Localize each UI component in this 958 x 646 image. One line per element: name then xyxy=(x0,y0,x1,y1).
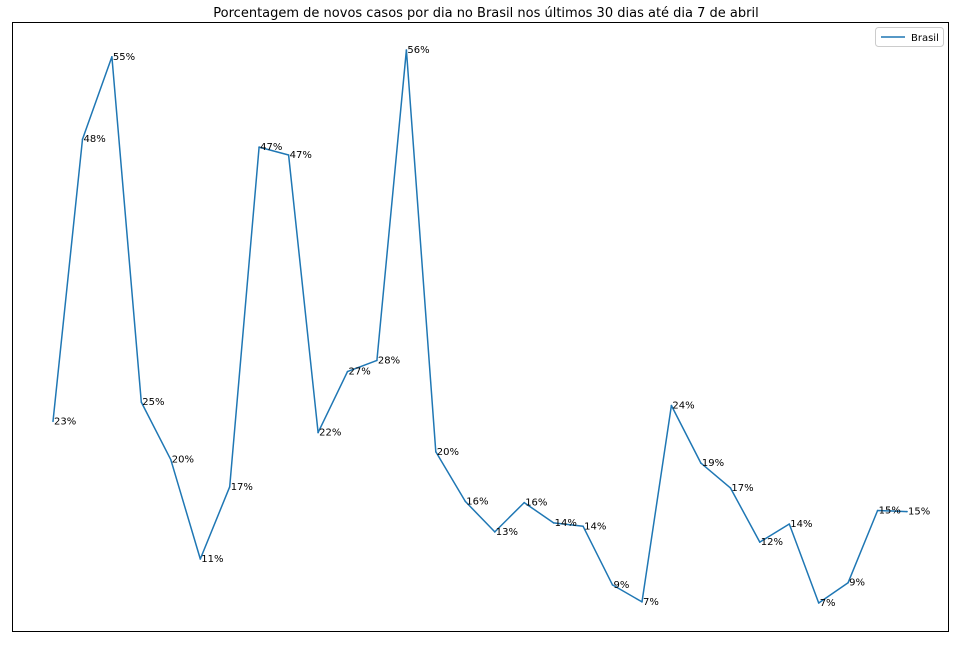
data-label: 25% xyxy=(142,397,164,408)
data-label: 14% xyxy=(584,521,606,532)
data-label: 16% xyxy=(466,496,488,507)
data-point xyxy=(729,487,732,489)
data-point xyxy=(494,531,496,533)
data-point xyxy=(464,500,467,503)
data-point xyxy=(700,462,702,464)
data-point xyxy=(228,486,231,488)
data-label: 17% xyxy=(731,483,753,494)
data-point xyxy=(52,420,54,423)
data-label: 14% xyxy=(790,519,812,530)
data-label: 7% xyxy=(820,598,836,609)
data-point xyxy=(611,584,614,586)
legend-label-brasil: Brasil xyxy=(911,33,939,44)
data-point xyxy=(670,404,673,407)
data-label: 24% xyxy=(672,401,694,412)
data-label: 9% xyxy=(849,578,865,589)
data-point xyxy=(817,602,820,604)
legend: Brasil xyxy=(875,27,944,47)
data-label: 11% xyxy=(201,554,223,565)
data-point xyxy=(140,401,143,403)
data-point xyxy=(405,49,408,51)
data-label: 15% xyxy=(879,506,901,517)
data-label: 15% xyxy=(908,507,930,518)
data-point xyxy=(376,359,378,362)
data-label: 27% xyxy=(349,367,371,378)
data-label: 22% xyxy=(319,428,341,439)
data-point xyxy=(523,501,525,504)
data-label: 20% xyxy=(172,455,194,466)
data-label: 7% xyxy=(643,597,659,608)
data-label: 48% xyxy=(84,134,106,145)
data-point xyxy=(876,509,879,512)
data-label: 28% xyxy=(378,355,400,366)
data-point xyxy=(346,370,349,373)
data-point xyxy=(287,154,290,156)
data-label: 13% xyxy=(496,527,518,538)
data-point xyxy=(258,146,260,148)
data-labels-layer: 23% 48% 55% 25% 20% 11% 17% 47% 47% 22% 27% 28% 56% 2… xyxy=(54,45,930,609)
data-point xyxy=(199,558,202,560)
data-label: 12% xyxy=(761,537,783,548)
data-label: 16% xyxy=(525,498,547,509)
chart-title: Porcentagem de novos casos por dia no Br… xyxy=(213,6,758,21)
data-point xyxy=(435,451,437,453)
data-label: 20% xyxy=(437,447,459,458)
data-point xyxy=(81,138,84,140)
data-point xyxy=(906,510,908,513)
data-label: 9% xyxy=(614,580,630,591)
plot-area-frame xyxy=(12,22,949,632)
series-line-brasil xyxy=(52,49,908,604)
data-point xyxy=(759,541,761,543)
data-point xyxy=(317,431,319,434)
data-label: 14% xyxy=(555,518,577,529)
data-label: 47% xyxy=(290,150,312,161)
data-point xyxy=(111,56,113,58)
data-point xyxy=(788,523,791,525)
data-label: 55% xyxy=(113,52,135,63)
data-point xyxy=(552,522,555,524)
data-point xyxy=(847,581,849,584)
data-label: 23% xyxy=(54,416,76,427)
legend-box xyxy=(875,27,944,47)
data-point xyxy=(170,458,172,461)
series-layer xyxy=(52,49,908,604)
data-label: 17% xyxy=(231,482,253,493)
data-label: 19% xyxy=(702,458,724,469)
data-label: 56% xyxy=(407,45,429,56)
data-point xyxy=(582,525,584,528)
data-point xyxy=(641,601,643,603)
data-label: 47% xyxy=(260,142,282,153)
